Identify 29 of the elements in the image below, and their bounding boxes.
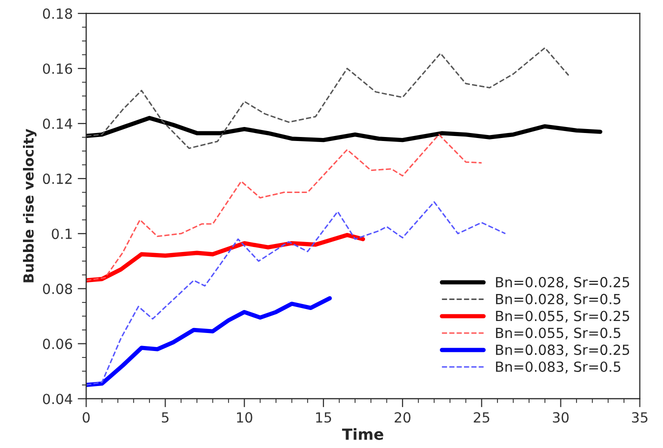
legend-label: Bn=0.028, Sr=0.5: [496, 294, 620, 306]
line-series: [86, 47, 570, 149]
y-tick-label: 0.16: [42, 63, 72, 74]
x-tick-label: 25: [474, 412, 490, 423]
y-axis-title: Bubble rise velocity: [22, 128, 37, 282]
legend-label: Bn=0.083, Sr=0.25: [496, 344, 630, 356]
y-tick-label: 0.18: [42, 8, 72, 19]
y-tick-label: 0.06: [42, 338, 72, 350]
legend-label: Bn=0.028, Sr=0.25: [496, 276, 630, 289]
x-axis-title: Time: [342, 428, 384, 440]
y-tick-label: 0.12: [42, 174, 72, 184]
line-series: [86, 296, 332, 388]
x-tick-label: 0: [82, 412, 90, 423]
y-tick-label: 0.1: [52, 228, 72, 240]
line-series: [86, 232, 366, 282]
x-tick-label: 10: [237, 412, 252, 423]
x-tick-label: 35: [632, 412, 648, 423]
x-tick-label: 20: [394, 412, 410, 423]
line-series: [86, 116, 602, 142]
line-series: [86, 134, 482, 282]
y-tick-label: 0.14: [42, 118, 72, 129]
legend-label: Bn=0.055, Sr=0.25: [496, 310, 630, 323]
legend-label: Bn=0.083, Sr=0.5: [496, 361, 620, 374]
y-tick-label: 0.08: [42, 284, 72, 294]
x-tick-label: 15: [316, 412, 332, 423]
x-tick-label: 30: [552, 412, 569, 423]
legend-label: Bn=0.055, Sr=0.5: [496, 328, 620, 340]
y-tick-label: 0.04: [42, 394, 72, 404]
x-tick-label: 5: [162, 412, 168, 423]
